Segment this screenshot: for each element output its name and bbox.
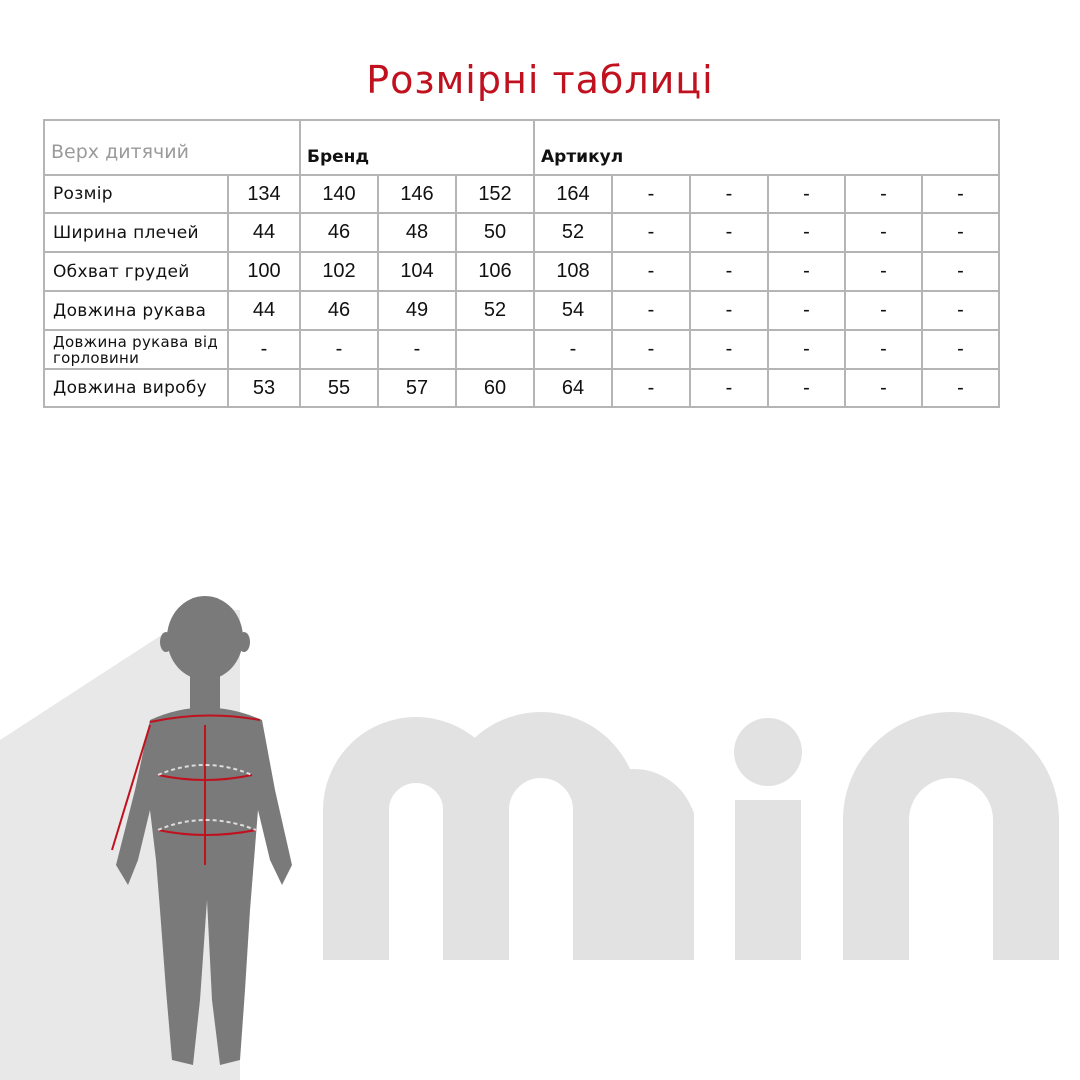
table-cell: 50 <box>455 212 535 253</box>
table-cell: - <box>533 329 613 370</box>
table-cell: - <box>611 251 691 292</box>
article-header: Артикул <box>533 119 1000 176</box>
table-cell: - <box>611 290 691 331</box>
table-cell: - <box>921 174 1000 214</box>
table-cell: - <box>844 174 923 214</box>
table-cell: - <box>767 212 846 253</box>
table-cell: - <box>689 368 769 408</box>
table-cell: - <box>227 329 301 370</box>
table-cell: 140 <box>299 174 379 214</box>
table-cell: - <box>844 251 923 292</box>
measurement-lines <box>111 714 261 865</box>
table-cell: 44 <box>227 212 301 253</box>
table-cell: - <box>767 368 846 408</box>
table-cell: - <box>921 212 1000 253</box>
table-cell: - <box>611 329 691 370</box>
table-cell: 100 <box>227 251 301 292</box>
table-cell: 49 <box>377 290 457 331</box>
table-cell: - <box>921 368 1000 408</box>
row-label: Обхват грудей <box>43 251 229 292</box>
table-cell: 52 <box>533 212 613 253</box>
table-cell: 48 <box>377 212 457 253</box>
table-cell: - <box>689 212 769 253</box>
table-cell: 164 <box>533 174 613 214</box>
row-label: Розмір <box>43 174 229 214</box>
table-cell: 106 <box>455 251 535 292</box>
child-silhouette <box>116 596 292 1065</box>
table-cell: - <box>767 290 846 331</box>
table-cell: - <box>689 174 769 214</box>
table-cell: 46 <box>299 290 379 331</box>
table-cell: - <box>767 329 846 370</box>
table-cell: 64 <box>533 368 613 408</box>
table-cell: - <box>921 251 1000 292</box>
table-cell: 146 <box>377 174 457 214</box>
row-label: Довжина виробу <box>43 368 229 408</box>
table-cell: 53 <box>227 368 301 408</box>
table-cell: 152 <box>455 174 535 214</box>
table-cell: 134 <box>227 174 301 214</box>
table-cell: 108 <box>533 251 613 292</box>
table-cell: - <box>689 251 769 292</box>
table-cell: - <box>921 329 1000 370</box>
table-cell: 60 <box>455 368 535 408</box>
brand-header: Бренд <box>299 119 535 176</box>
table-cell: - <box>921 290 1000 331</box>
table-cell: - <box>844 212 923 253</box>
table-cell: 104 <box>377 251 457 292</box>
category-header: Верх дитячий <box>43 119 301 176</box>
illustration <box>0 596 1059 1080</box>
table-cell: - <box>611 212 691 253</box>
table-cell: - <box>767 174 846 214</box>
table-cell: 54 <box>533 290 613 331</box>
table-cell: - <box>844 290 923 331</box>
table-cell: - <box>611 174 691 214</box>
row-label: Ширина плечей <box>43 212 229 253</box>
table-cell: 46 <box>299 212 379 253</box>
table-cell <box>455 329 535 370</box>
table-cell: 52 <box>455 290 535 331</box>
table-cell: - <box>689 329 769 370</box>
table-cell: - <box>689 290 769 331</box>
table-cell: 102 <box>299 251 379 292</box>
table-cell: - <box>611 368 691 408</box>
table-cell: - <box>844 368 923 408</box>
table-cell: 55 <box>299 368 379 408</box>
table-cell: - <box>844 329 923 370</box>
table-cell: - <box>767 251 846 292</box>
table-cell: 57 <box>377 368 457 408</box>
row-label: Довжина рукава від горловини <box>43 329 229 370</box>
table-cell: - <box>299 329 379 370</box>
page-title: Розмірні таблиці <box>366 58 714 102</box>
logo-i-dot <box>734 718 802 786</box>
row-label: Довжина рукава <box>43 290 229 331</box>
logo-min <box>323 712 1059 960</box>
table-cell: - <box>377 329 457 370</box>
table-cell: 44 <box>227 290 301 331</box>
